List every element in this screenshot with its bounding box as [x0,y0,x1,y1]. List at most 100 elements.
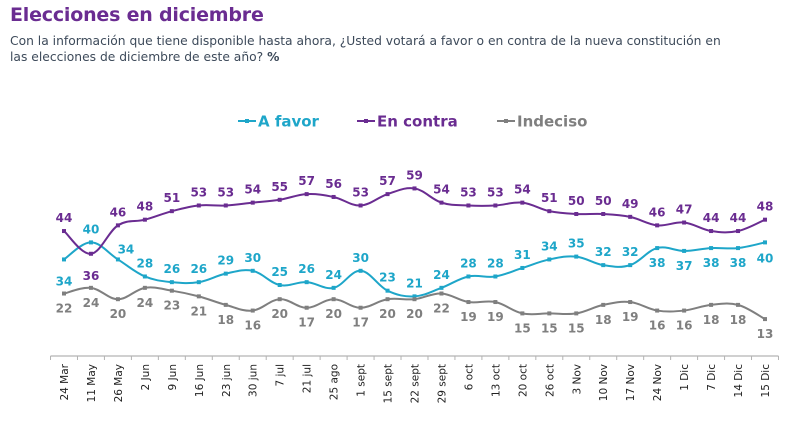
data-label-en-contra: 36 [83,269,100,283]
data-point-indeciso [736,302,741,307]
data-point-indeciso [223,302,228,307]
data-point-a-favor [520,265,525,270]
data-label-a-favor: 29 [217,254,234,268]
data-label-en-contra: 54 [244,183,261,197]
data-label-en-contra: 46 [110,205,127,219]
x-tick-label: 20 oct [517,364,529,397]
data-label-a-favor: 38 [730,256,747,270]
data-label-a-favor: 21 [406,276,423,290]
data-point-indeciso [412,297,417,302]
data-label-indeciso: 18 [595,313,612,327]
data-label-a-favor: 28 [460,256,477,270]
data-point-a-favor [547,257,552,262]
data-label-indeciso: 18 [703,313,720,327]
data-point-en-contra [385,192,390,197]
data-label-en-contra: 53 [352,185,369,199]
data-point-en-contra [628,214,633,219]
x-tick-label: 24 Mar [59,363,71,400]
data-point-en-contra [736,229,741,234]
data-label-en-contra: 50 [595,194,612,208]
data-label-a-favor: 32 [595,245,612,259]
page-title: Elecciones en diciembre [10,4,264,26]
question-text: Con la información que tiene disponible … [10,34,721,64]
data-point-en-contra [358,203,363,208]
data-label-indeciso: 15 [541,321,558,335]
data-label-en-contra: 59 [406,168,423,182]
data-point-a-favor [385,288,390,293]
x-tick-label: 1 Dic [679,364,691,391]
data-label-en-contra: 44 [730,211,747,225]
x-tick-label: 1 sept [356,364,368,397]
data-label-a-favor: 35 [568,237,585,251]
data-label-a-favor: 28 [487,256,504,270]
data-label-en-contra: 53 [190,185,207,199]
data-label-indeciso: 19 [622,310,639,324]
data-label-en-contra: 49 [622,197,639,211]
legend-marker-dot-en-contra [364,119,368,123]
data-label-a-favor: 26 [190,262,207,276]
data-point-a-favor [736,246,741,251]
data-label-indeciso: 17 [352,316,369,330]
data-label-a-favor: 28 [137,256,154,270]
data-point-indeciso [655,308,660,313]
legend-label-a-favor: A favor [258,113,320,131]
data-point-indeciso [304,305,309,310]
data-point-indeciso [331,297,336,302]
data-label-a-favor: 26 [163,262,180,276]
data-point-en-contra [304,192,309,197]
data-point-en-contra [601,212,606,216]
data-point-en-contra [466,203,471,208]
data-point-a-favor [763,240,767,245]
data-label-indeciso: 20 [110,307,127,321]
data-point-indeciso [142,285,147,290]
data-label-a-favor: 30 [352,251,369,265]
x-tick-label: 15 sept [383,364,395,403]
x-tick-label: 7 Dic [706,364,718,391]
data-point-en-contra [547,209,552,214]
data-label-en-contra: 44 [703,211,720,225]
x-tick-label: 17 Nov [625,364,637,401]
data-point-indeciso [574,311,579,316]
data-point-a-favor [682,248,687,253]
data-point-en-contra [682,220,687,225]
data-point-indeciso [439,291,444,296]
data-point-indeciso [709,302,714,307]
data-point-en-contra [655,223,660,228]
data-label-indeciso: 24 [137,296,154,310]
data-point-indeciso [196,294,201,299]
data-point-a-favor [358,268,363,273]
data-point-indeciso [682,308,687,313]
x-tick-label: 29 sept [436,364,448,403]
data-label-a-favor: 30 [244,251,261,265]
x-tick-label: 13 oct [490,364,502,397]
data-label-a-favor: 37 [676,259,693,273]
legend-marker-dot-indeciso [504,119,508,123]
data-label-a-favor: 32 [622,245,639,259]
data-point-a-favor [223,271,228,276]
data-point-indeciso [169,288,174,293]
data-label-en-contra: 48 [137,200,154,214]
data-point-en-contra [88,251,93,256]
data-point-indeciso [493,300,498,305]
data-label-a-favor: 24 [325,268,342,282]
data-point-a-favor [115,257,120,262]
data-point-en-contra [250,200,255,205]
data-label-a-favor: 38 [649,256,666,270]
data-point-a-favor [412,294,417,299]
data-point-indeciso [601,302,606,307]
data-point-indeciso [88,285,93,290]
data-point-indeciso [520,311,525,316]
x-tick-label: 30 jun [248,364,260,397]
x-tick-label: 14 Dic [733,364,745,398]
x-tick-label: 21 jul [302,364,314,393]
data-label-indeciso: 16 [649,319,666,333]
data-label-indeciso: 22 [56,302,73,316]
data-point-a-favor [601,263,606,268]
x-tick-label: 15 Dic [760,364,772,398]
data-label-indeciso: 20 [271,307,288,321]
x-tick-label: 25 ago [329,364,341,400]
data-point-a-favor [88,240,93,245]
data-label-indeciso: 22 [433,302,450,316]
unit-marker: % [267,50,280,64]
